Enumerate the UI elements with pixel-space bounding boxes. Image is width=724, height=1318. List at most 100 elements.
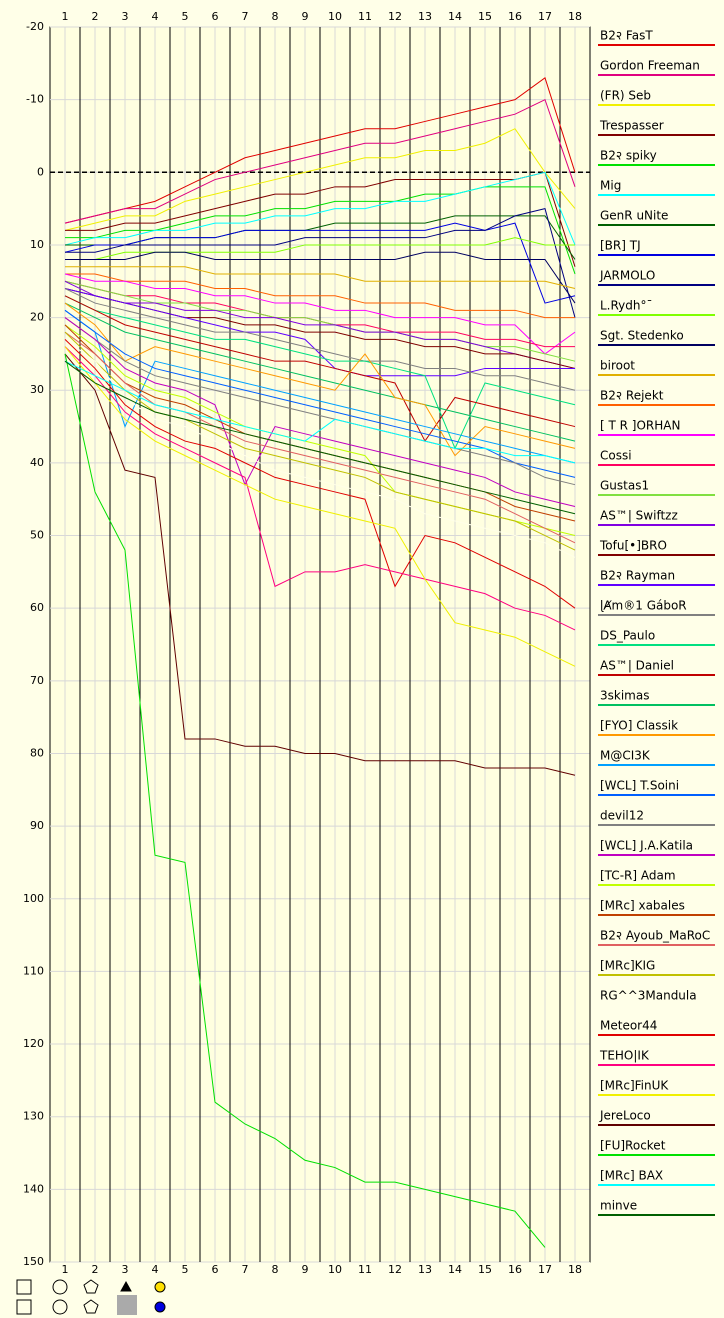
legend-label: [FYO] Classik bbox=[600, 719, 678, 733]
x-tick-label: 3 bbox=[122, 1263, 129, 1276]
series-line bbox=[64, 360, 576, 515]
x-tick-label: 9 bbox=[302, 10, 309, 23]
x-tick-label: 5 bbox=[182, 10, 189, 23]
legend-label: RG^^3Mandula bbox=[600, 989, 697, 1003]
legend-label: DS_Paulo bbox=[600, 629, 655, 643]
legend-label: Gordon Freeman bbox=[600, 59, 700, 73]
x-tick-label: 14 bbox=[448, 1263, 462, 1276]
y-tick-label: 90 bbox=[30, 819, 44, 832]
x-tick-label: 4 bbox=[152, 1263, 159, 1276]
x-tick-label: 8 bbox=[272, 1263, 279, 1276]
series-line bbox=[64, 288, 575, 377]
series-line bbox=[64, 309, 576, 478]
x-tick-label: 15 bbox=[478, 10, 492, 23]
series-line bbox=[64, 331, 576, 551]
series-line bbox=[64, 273, 576, 355]
series-line bbox=[64, 77, 576, 224]
legend-label: B2२ Rayman bbox=[600, 569, 675, 583]
legend-label: Sgt. Stedenko bbox=[600, 329, 684, 343]
y-tick-label: -10 bbox=[26, 93, 44, 106]
y-tick-label: 40 bbox=[30, 456, 44, 469]
x-tick-label: 14 bbox=[448, 10, 462, 23]
legend-label: Meteor44 bbox=[600, 1019, 657, 1033]
legend-label: AS™| Daniel bbox=[600, 659, 674, 673]
series-line bbox=[64, 98, 576, 224]
x-tick-label: 1 bbox=[62, 1263, 69, 1276]
y-tick-label: 140 bbox=[23, 1182, 44, 1195]
series-line bbox=[64, 302, 576, 457]
legend-label: (FR) Seb bbox=[600, 89, 651, 103]
series-line bbox=[64, 346, 576, 631]
y-tick-label: 110 bbox=[23, 964, 44, 977]
series-line bbox=[64, 317, 576, 507]
legend-label: ɭȺm®1 GáboR bbox=[600, 599, 687, 613]
x-tick-label: 2 bbox=[92, 10, 99, 23]
x-tick-label: 17 bbox=[538, 10, 552, 23]
x-tick-label: 7 bbox=[242, 10, 249, 23]
y-tick-label: 20 bbox=[30, 311, 44, 324]
legend-label: L.Rydh°¯ bbox=[600, 299, 653, 313]
series-line bbox=[65, 208, 576, 318]
x-tick-label: 16 bbox=[508, 1263, 522, 1276]
series-line bbox=[65, 251, 576, 304]
legend-label: [WCL] T.Soini bbox=[600, 779, 679, 793]
legend-label: Tofu[•]BRO bbox=[599, 539, 667, 553]
x-tick-label: 10 bbox=[328, 1263, 342, 1276]
y-tick-label: 150 bbox=[23, 1255, 44, 1268]
x-tick-label: 12 bbox=[388, 1263, 402, 1276]
shape-icons bbox=[16, 1279, 166, 1315]
x-tick-label: 6 bbox=[212, 1263, 219, 1276]
y-tick-label: 80 bbox=[30, 746, 44, 759]
x-tick-label: 6 bbox=[212, 10, 219, 23]
y-tick-label: 0 bbox=[37, 165, 44, 178]
x-tick-label: 9 bbox=[302, 1263, 309, 1276]
legend-label: B2२ FasT bbox=[600, 29, 653, 43]
series-line bbox=[65, 237, 575, 260]
legend-label: [MRc]KIG bbox=[600, 959, 655, 973]
x-tick-label: 10 bbox=[328, 10, 342, 23]
series-line bbox=[64, 360, 576, 464]
x-tick-label: 2 bbox=[92, 1263, 99, 1276]
legend-label: [ T R ]ORHAN bbox=[600, 419, 680, 433]
x-tick-label: 17 bbox=[538, 1263, 552, 1276]
series-line bbox=[64, 339, 576, 609]
series-line bbox=[64, 280, 576, 369]
y-tick-label: 100 bbox=[23, 892, 44, 905]
legend-label: minve bbox=[600, 1199, 637, 1213]
x-tick-label: 11 bbox=[358, 1263, 372, 1276]
legend-label: Gustas1 bbox=[600, 479, 649, 493]
series-line bbox=[64, 346, 576, 667]
legend-label: TEHO|IK bbox=[599, 1049, 650, 1063]
series-line bbox=[64, 331, 576, 544]
legend-label: [TC-R] Adam bbox=[600, 869, 676, 883]
series-line bbox=[64, 288, 576, 391]
x-tick-label: 13 bbox=[418, 1263, 432, 1276]
series-line bbox=[65, 171, 576, 267]
y-tick-label: 50 bbox=[30, 529, 44, 542]
legend-label: M@CI3K bbox=[600, 749, 651, 763]
legend-label: [MRc] BAX bbox=[600, 1169, 663, 1183]
y-tick-label: 130 bbox=[23, 1110, 44, 1123]
x-tick-label: 11 bbox=[358, 10, 372, 23]
legend-label: B2२ Ayoub_MaRoC bbox=[600, 929, 710, 943]
legend-label: Mig bbox=[600, 179, 621, 193]
legend-label: [MRc]FinUK bbox=[600, 1079, 669, 1093]
legend-label: B2२ Rejekt bbox=[600, 389, 664, 403]
legend-label: [WCL] J.A.Katila bbox=[600, 839, 693, 853]
series-line bbox=[64, 309, 576, 464]
series-line bbox=[64, 128, 576, 231]
series-line bbox=[64, 222, 576, 304]
x-tick-label: 16 bbox=[508, 10, 522, 23]
x-tick-label: 18 bbox=[568, 1263, 582, 1276]
series-line bbox=[65, 273, 575, 319]
x-tick-label: 18 bbox=[568, 10, 582, 23]
y-tick-label: 10 bbox=[30, 238, 44, 251]
series-line bbox=[64, 317, 576, 486]
legend-label: [MRc] xabales bbox=[600, 899, 685, 913]
y-tick-label: -20 bbox=[26, 20, 44, 33]
series-line bbox=[64, 353, 546, 1248]
x-tick-label: 5 bbox=[182, 1263, 189, 1276]
y-tick-label: 30 bbox=[30, 383, 44, 396]
y-tick-label: 60 bbox=[30, 601, 44, 614]
